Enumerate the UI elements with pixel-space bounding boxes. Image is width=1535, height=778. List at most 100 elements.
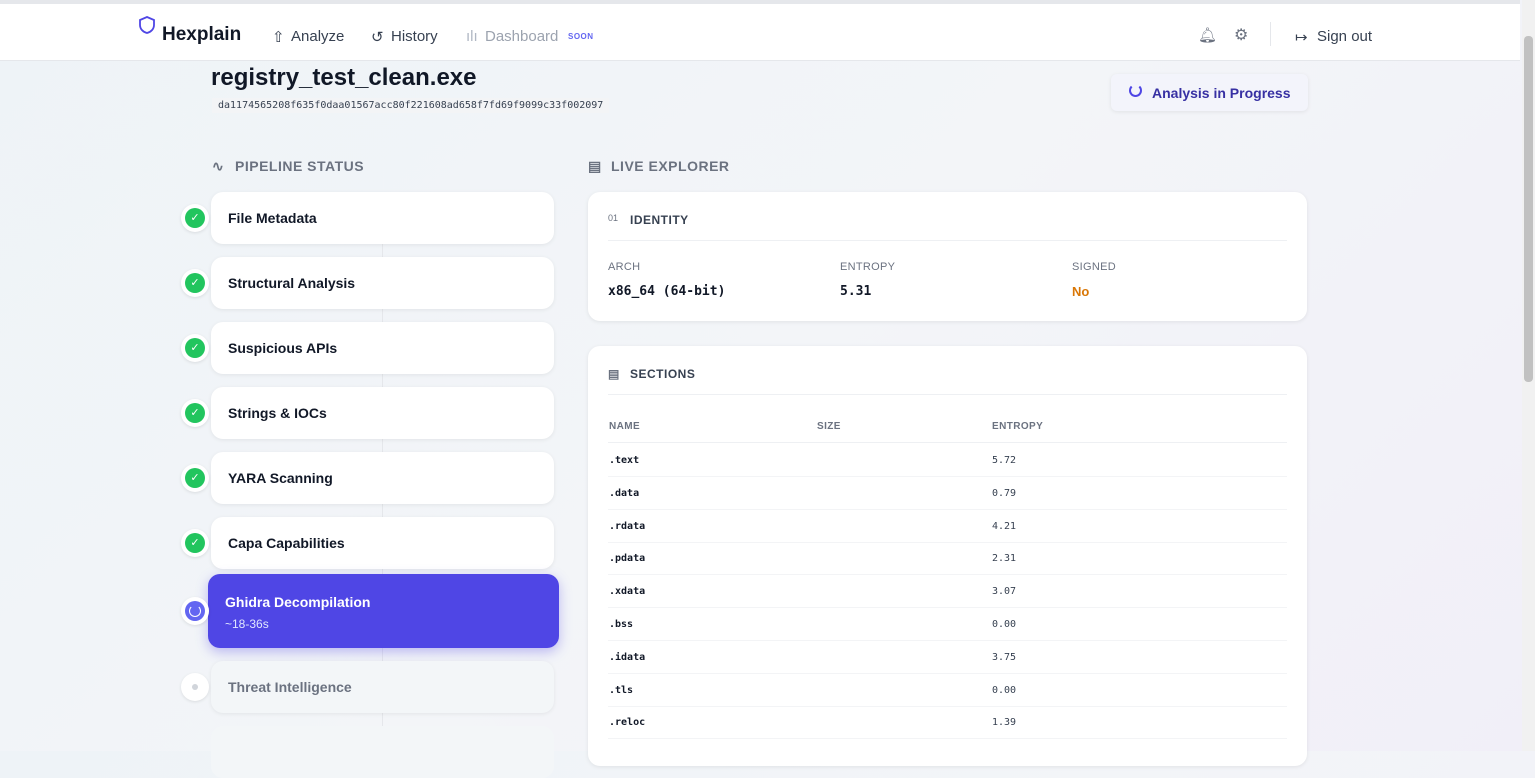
row-divider: [608, 442, 1287, 443]
section-name: .idata: [609, 651, 646, 663]
step-label: Threat Intelligence: [228, 679, 352, 695]
row-divider: [608, 640, 1287, 641]
row-divider: [608, 476, 1287, 477]
step-card[interactable]: Structural Analysis: [211, 257, 554, 309]
identity-icon: 01: [608, 213, 619, 223]
step-card[interactable]: Suspicious APIs: [211, 322, 554, 374]
step-indicator: ✓: [181, 399, 209, 427]
identity-title: IDENTITY: [630, 213, 689, 227]
column-header: SIZE: [817, 421, 841, 432]
bell-button[interactable]: 🔔︎: [1198, 27, 1218, 44]
divider: [608, 240, 1287, 241]
step-indicator: [181, 597, 209, 625]
check-icon: ✓: [185, 468, 205, 488]
step-card[interactable]: [211, 726, 554, 778]
row-divider: [608, 574, 1287, 576]
soon-badge: SOON: [568, 32, 594, 41]
section-name: .xdata: [609, 586, 646, 598]
step-eta: ~18-36s: [225, 617, 269, 631]
nav-link[interactable]: History: [391, 28, 438, 45]
sections-title: SECTIONS: [630, 367, 696, 381]
pending-dot: [192, 684, 198, 690]
step-label: Capa Capabilities: [228, 535, 345, 551]
pipeline-icon: ∿: [212, 158, 225, 174]
step-label: Ghidra Decompilation: [225, 594, 371, 610]
check-icon: ✓: [185, 403, 205, 423]
sign-out[interactable]: Sign out: [1317, 28, 1373, 45]
section-entropy: 0.00: [992, 619, 1017, 630]
sections-icon: ▤: [608, 367, 620, 381]
field-label: ARCH: [608, 261, 641, 273]
step-label: YARA Scanning: [228, 470, 333, 486]
settings-button[interactable]: ⚙︎: [1234, 27, 1249, 44]
logo-icon: [139, 16, 155, 34]
section-entropy: 3.07: [992, 586, 1017, 598]
step-card[interactable]: Strings & IOCs: [211, 387, 554, 439]
row-divider: [608, 541, 1287, 543]
scroll-thumb[interactable]: [1524, 36, 1533, 382]
field-value: No: [1072, 284, 1090, 299]
section-name: .pdata: [609, 553, 646, 565]
step-card[interactable]: Threat Intelligence: [211, 661, 554, 713]
section-name: .tls: [609, 684, 634, 696]
step-label: Strings & IOCs: [228, 405, 327, 421]
check-icon: ✓: [185, 533, 205, 553]
file-name: registry_test_clean.exe: [211, 64, 477, 91]
status-text: Analysis in Progress: [1152, 85, 1291, 101]
section-entropy: 2.31: [992, 553, 1017, 565]
status-button[interactable]: Analysis in Progress: [1111, 74, 1308, 111]
row-divider: [608, 672, 1287, 674]
section-name: .rdata: [609, 520, 646, 532]
column-header: NAME: [609, 421, 641, 432]
section-entropy: 3.75: [992, 651, 1017, 663]
step-label: Structural Analysis: [228, 275, 356, 291]
section-name: .bss: [609, 619, 634, 630]
divider: [608, 394, 1287, 395]
section-entropy: 4.21: [992, 520, 1017, 532]
column-header: ENTROPY: [992, 421, 1044, 432]
file-hash: da1174565208f635f0daa01567acc80f221608ad…: [212, 98, 610, 113]
scrollbar[interactable]: [1522, 0, 1535, 751]
field-label: SIGNED: [1072, 261, 1116, 273]
check-icon: ✓: [185, 273, 205, 293]
divider: [1270, 22, 1271, 46]
section-entropy: 0.00: [992, 684, 1017, 696]
section-name: .data: [609, 487, 640, 499]
explorer-icon: ▤: [588, 158, 602, 174]
identity-card: 01 IDENTITY ARCH x86_64 (64-bit) ENTROPY 5.…: [588, 192, 1307, 321]
step-card[interactable]: Ghidra Decompilation ~18-36s: [208, 574, 559, 648]
nav-icon: ↺: [371, 29, 384, 46]
nav-link[interactable]: Analyze: [291, 28, 345, 45]
section-name: .text: [609, 455, 640, 466]
step-card[interactable]: File Metadata: [211, 192, 554, 244]
row-divider: [608, 508, 1287, 510]
nav-icon: ⇧: [272, 29, 285, 46]
check-icon: ✓: [185, 338, 205, 358]
row-divider: [608, 607, 1287, 609]
sections-card: ▤ SECTIONS NAME SIZE ENTROPY .text 5.72 .data…: [588, 346, 1307, 766]
section-entropy: 5.72: [992, 455, 1017, 466]
section-entropy: 0.79: [992, 487, 1017, 499]
section-entropy: 1.39: [992, 717, 1017, 729]
step-indicator: ✓: [181, 529, 209, 557]
step-indicator: [181, 673, 209, 701]
step-label: Suspicious APIs: [228, 340, 338, 356]
row-divider: [608, 705, 1287, 707]
brand[interactable]: Hexplain: [162, 24, 242, 45]
nav-link: Dashboard: [485, 28, 559, 45]
nav-icon: ılı: [466, 28, 478, 45]
step-indicator: ✓: [181, 334, 209, 362]
check-icon: ✓: [185, 208, 205, 228]
step-indicator: ✓: [181, 204, 209, 232]
spinner: [1129, 84, 1142, 97]
step-card[interactable]: Capa Capabilities: [211, 517, 554, 569]
step-indicator: ✓: [181, 464, 209, 492]
step-card[interactable]: YARA Scanning: [211, 452, 554, 504]
field-label: ENTROPY: [840, 261, 896, 273]
step-label: File Metadata: [228, 210, 317, 226]
row-divider: [608, 738, 1287, 740]
spinner-ring: [189, 605, 201, 617]
field-value: x86_64 (64-bit): [608, 284, 726, 299]
top-nav: Hexplain ⇧ Analyze ↺ History ılı Dashboa…: [0, 0, 1520, 61]
